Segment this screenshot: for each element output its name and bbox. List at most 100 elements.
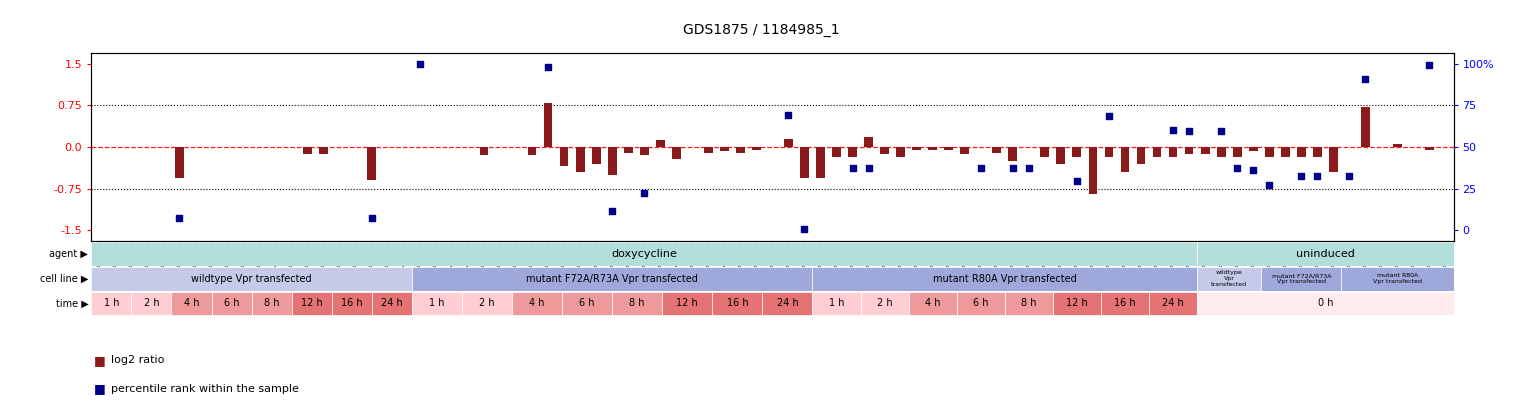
Bar <box>1393 144 1402 147</box>
Text: ■: ■ <box>94 382 107 395</box>
Text: time ▶: time ▶ <box>55 298 88 309</box>
Text: 8 h: 8 h <box>630 298 645 309</box>
Bar <box>1105 147 1114 157</box>
Text: mutant F72A/R73A Vpr transfected: mutant F72A/R73A Vpr transfected <box>527 274 699 284</box>
Bar <box>957 292 1005 315</box>
Text: 2 h: 2 h <box>143 298 160 309</box>
Bar <box>1169 147 1178 157</box>
Bar <box>1149 292 1198 315</box>
Bar <box>607 147 616 175</box>
Bar <box>528 147 536 156</box>
Point <box>1225 165 1250 171</box>
Text: 16 h: 16 h <box>341 298 362 309</box>
Bar <box>1053 292 1100 315</box>
Text: log2 ratio: log2 ratio <box>111 356 164 365</box>
Point <box>1338 173 1362 179</box>
Point <box>1000 165 1024 171</box>
Text: 4 h: 4 h <box>184 298 199 309</box>
Text: 6 h: 6 h <box>224 298 239 309</box>
Text: 16 h: 16 h <box>1114 298 1135 309</box>
Bar <box>367 147 376 180</box>
Bar <box>1184 147 1193 153</box>
Bar <box>712 292 763 315</box>
Bar <box>860 292 909 315</box>
Bar <box>656 141 665 147</box>
Bar <box>880 147 889 153</box>
Point <box>167 215 192 221</box>
Point <box>1289 173 1313 179</box>
Bar <box>1329 147 1338 172</box>
Text: ■: ■ <box>94 354 107 367</box>
Bar <box>303 147 312 153</box>
Bar <box>1313 147 1321 157</box>
Bar <box>912 147 921 150</box>
Bar <box>562 292 612 315</box>
Text: GDS1875 / 1184985_1: GDS1875 / 1184985_1 <box>683 23 839 37</box>
Bar <box>461 292 511 315</box>
Bar <box>662 292 712 315</box>
Point <box>1017 165 1041 171</box>
Point <box>359 215 384 221</box>
Bar <box>511 292 562 315</box>
Bar <box>1265 147 1274 157</box>
Bar <box>813 267 1198 290</box>
Bar <box>91 292 131 315</box>
Bar <box>624 147 633 153</box>
Bar <box>813 292 860 315</box>
Bar <box>1005 292 1053 315</box>
Text: 6 h: 6 h <box>973 298 988 309</box>
Bar <box>575 147 584 172</box>
Bar <box>1100 292 1149 315</box>
Bar <box>703 147 712 153</box>
Bar <box>1216 147 1225 157</box>
Bar <box>91 267 412 290</box>
Point <box>600 208 624 214</box>
Bar <box>639 147 648 156</box>
Point <box>1257 181 1282 188</box>
Text: 1 h: 1 h <box>103 298 119 309</box>
Bar <box>909 292 957 315</box>
Bar <box>896 147 906 157</box>
Text: 12 h: 12 h <box>301 298 323 309</box>
Bar <box>833 147 842 157</box>
Bar <box>543 102 552 147</box>
Point <box>1208 128 1233 135</box>
Point <box>536 63 560 70</box>
Point <box>1177 128 1201 135</box>
Bar <box>1009 147 1017 161</box>
Bar <box>1282 147 1289 157</box>
Bar <box>212 292 251 315</box>
Text: uninduced: uninduced <box>1295 249 1355 259</box>
Text: percentile rank within the sample: percentile rank within the sample <box>111 384 298 394</box>
Bar <box>1198 242 1454 266</box>
Text: mutant F72A/R73A
Vpr transfected: mutant F72A/R73A Vpr transfected <box>1271 273 1332 284</box>
Bar <box>1425 147 1434 150</box>
Point <box>857 165 881 171</box>
Text: agent ▶: agent ▶ <box>49 249 88 259</box>
Bar <box>172 292 212 315</box>
Text: 0 h: 0 h <box>1318 298 1333 309</box>
Text: mutant R80A
Vpr transfected: mutant R80A Vpr transfected <box>1373 273 1422 284</box>
Bar <box>332 292 371 315</box>
Bar <box>1297 147 1306 157</box>
Bar <box>592 147 601 164</box>
Bar <box>131 292 172 315</box>
Point <box>632 189 656 196</box>
Bar <box>848 147 857 157</box>
Bar <box>1088 147 1097 194</box>
Bar <box>960 147 970 153</box>
Bar <box>1041 147 1049 157</box>
Bar <box>992 147 1001 153</box>
Point <box>793 226 817 232</box>
Point <box>1353 76 1377 83</box>
Bar <box>479 147 489 156</box>
Text: 2 h: 2 h <box>479 298 495 309</box>
Bar <box>928 147 938 150</box>
Point <box>776 112 801 118</box>
Text: 4 h: 4 h <box>925 298 941 309</box>
Bar <box>1152 147 1161 157</box>
Bar <box>175 147 184 177</box>
Text: wildtype Vpr transfected: wildtype Vpr transfected <box>192 274 312 284</box>
Bar <box>1056 147 1065 164</box>
Bar <box>1198 292 1454 315</box>
